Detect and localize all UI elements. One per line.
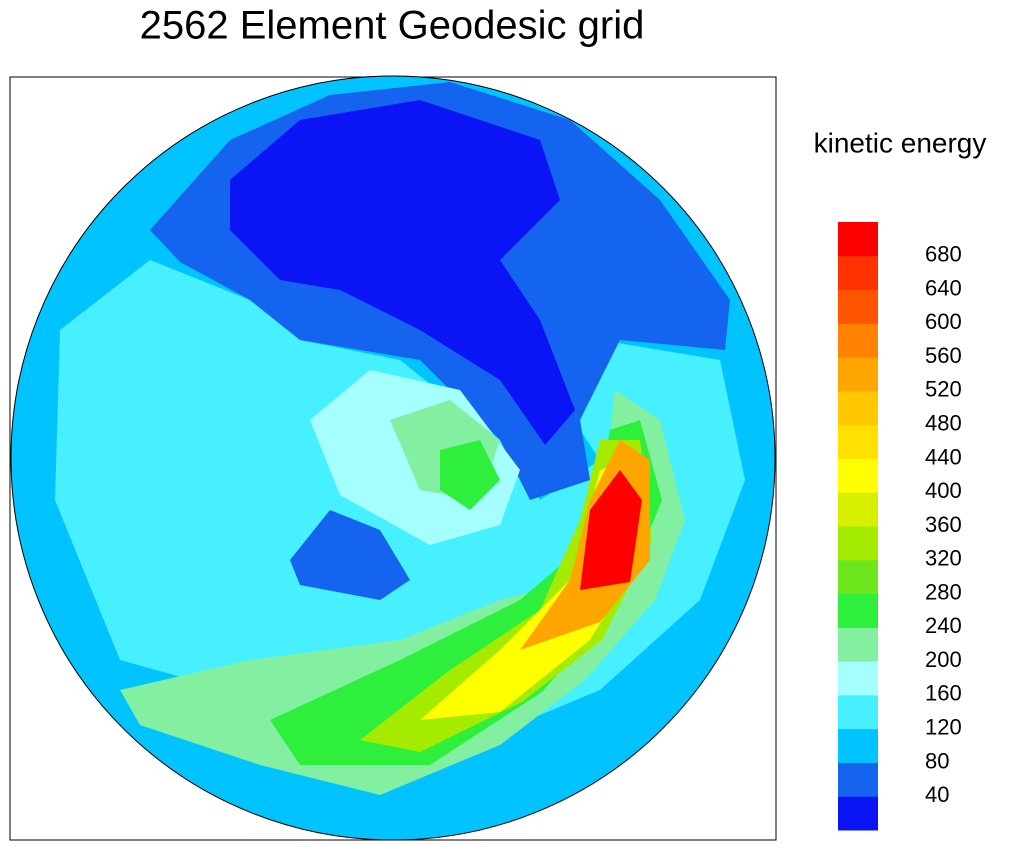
field-region [580,470,642,590]
colorbar-tick-label: 160 [925,681,962,706]
title: 2562 Element Geodesic grid [140,4,645,48]
colorbar-box [838,492,878,527]
colorbar-box [838,694,878,730]
colorbar-label: kinetic energy [814,127,987,158]
colorbar-box [838,762,878,797]
colorbar-tick-label: 440 [925,444,962,469]
colorbar-tick-label: 320 [925,546,962,571]
colorbar-box [838,796,878,831]
field-region [120,390,685,795]
colorbar-tick-label: 200 [925,647,962,672]
field-region [440,440,500,510]
colorbar-box [838,661,878,696]
colorbar-box [838,323,878,358]
colorbar-tick-label: 480 [925,410,962,435]
colorbar-tick-label: 560 [925,343,962,368]
field-region [230,100,575,445]
colorbar-box [838,424,878,459]
colorbar-tick-label: 600 [925,309,962,334]
colorbar-box [838,357,878,392]
colorbar-box [838,593,878,628]
colorbar-box [838,289,878,324]
field-region [270,420,662,765]
colorbar: 40 80 120 160 200 240 280 320 360 400 440 480 520 560… [838,222,962,831]
colorbar-box [838,728,878,763]
colorbar-box [838,526,878,561]
colorbar-box [838,458,878,493]
colorbar-tick-label: 120 [925,714,962,739]
colorbar-tick-label: 640 [925,275,962,300]
colorbar-tick-label: 40 [925,782,949,807]
field-region [290,510,410,600]
globe-outline [10,75,776,841]
colorbar-tick-label: 360 [925,512,962,537]
colorbar-box [838,627,878,662]
colorbar-tick-label: 520 [925,377,962,402]
colorbar-box [838,222,878,257]
colorbar-box [838,559,878,595]
colorbar-tick-label: 240 [925,613,962,638]
colorbar-tick-label: 400 [925,478,962,503]
colorbar-box [838,255,878,291]
colorbar-tick-label: 280 [925,579,962,604]
globe [11,76,775,840]
colorbar-box [838,390,878,426]
colorbar-tick-label: 680 [925,242,962,267]
colorbar-tick-label: 80 [925,748,949,773]
